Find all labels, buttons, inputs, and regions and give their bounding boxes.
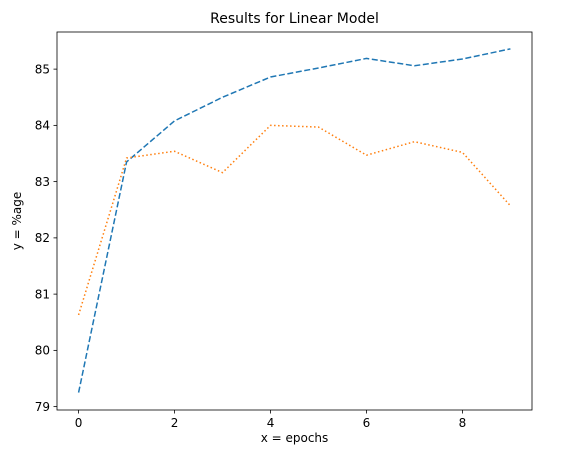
axes-frame [56, 31, 533, 411]
chart-title: Results for Linear Model [210, 11, 379, 27]
y-tick-label: 85 [35, 62, 50, 76]
y-tick-label: 81 [35, 287, 50, 301]
y-tick-label: 84 [35, 119, 50, 133]
plot-area: 0 2 4 6 8 79 80 81 82 83 84 85 [35, 31, 533, 430]
y-tick-label: 83 [35, 175, 50, 189]
y-tick-label: 80 [35, 344, 50, 358]
series-line-1 [77, 48, 511, 393]
x-tick-label: 0 [75, 416, 83, 430]
x-tick-label: 8 [459, 416, 467, 430]
series-line-2 [77, 124, 511, 316]
x-axis-label: x = epochs [261, 431, 329, 445]
x-tick-label: 6 [363, 416, 371, 430]
x-tick-label: 2 [171, 416, 179, 430]
x-tick-label: 4 [267, 416, 275, 430]
y-axis-label: y = %age [10, 192, 24, 251]
y-tick-label: 82 [35, 231, 50, 245]
y-tick-label: 79 [35, 400, 50, 414]
